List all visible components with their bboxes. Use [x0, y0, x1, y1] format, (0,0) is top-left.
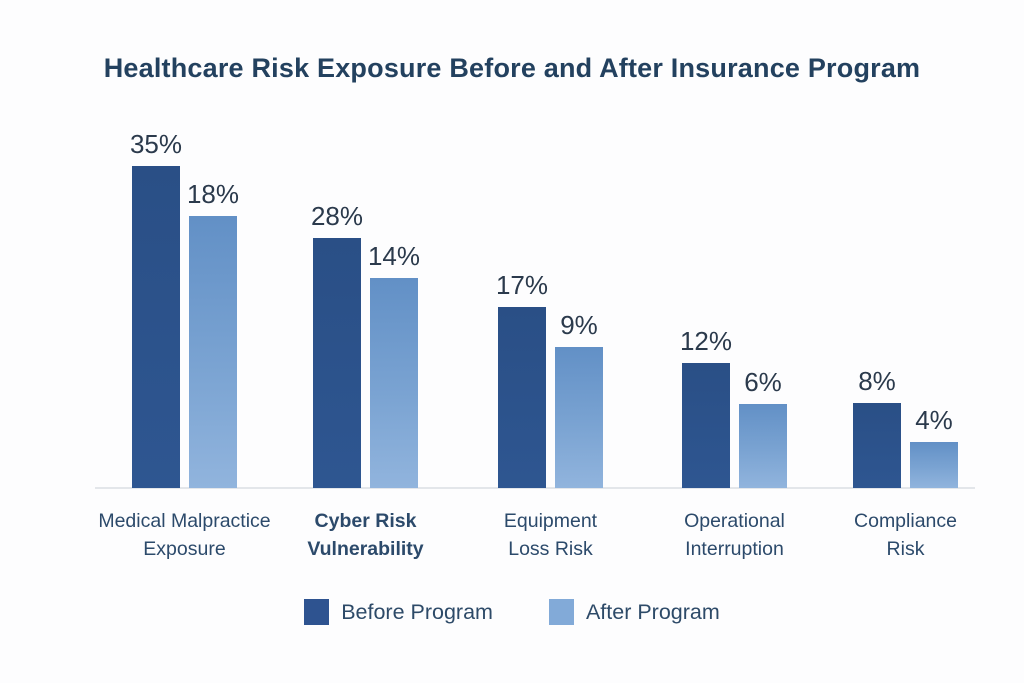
category-label: Cyber Risk Vulnerability [307, 510, 424, 560]
bar-value-label: 17% [495, 270, 549, 300]
chart-title: Healthcare Risk Exposure Before and Afte… [103, 53, 921, 83]
bar-value-label: 14% [367, 241, 421, 271]
bar-after [910, 442, 958, 488]
legend-label-after: After Program [585, 599, 720, 624]
bar-value-label: 6% [744, 367, 782, 397]
category-label: Operational Interruption [684, 510, 785, 560]
category-label: Compliance Risk [854, 510, 957, 560]
bar-after [189, 216, 237, 488]
bar-value-label: 35% [129, 129, 183, 159]
legend-swatch-before [304, 599, 330, 625]
bar-value-label: 28% [310, 201, 364, 231]
bar-before [132, 166, 180, 488]
legend-item-after: After Program [548, 599, 720, 625]
bar-before [498, 307, 546, 488]
bar-after [555, 347, 603, 488]
category-label: Medical Malpractice Exposure [98, 510, 271, 560]
x-axis-line [95, 487, 975, 489]
legend-item-before: Before Program [304, 599, 493, 625]
bar-before [682, 363, 730, 488]
bar-value-label: 9% [560, 310, 598, 340]
category-label: Equipment Loss Risk [503, 510, 598, 560]
bar-after [370, 278, 418, 488]
legend-label-before: Before Program [341, 599, 493, 624]
legend: Before Program After Program [0, 599, 1024, 625]
bar-value-label: 4% [915, 405, 953, 435]
bar-value-label: 18% [186, 179, 240, 209]
bar-after [739, 404, 787, 488]
bar-value-label: 12% [679, 326, 733, 356]
legend-swatch-after [548, 599, 574, 625]
bar-before [853, 403, 901, 488]
bar-value-label: 8% [858, 366, 896, 396]
bar-before [313, 238, 361, 488]
